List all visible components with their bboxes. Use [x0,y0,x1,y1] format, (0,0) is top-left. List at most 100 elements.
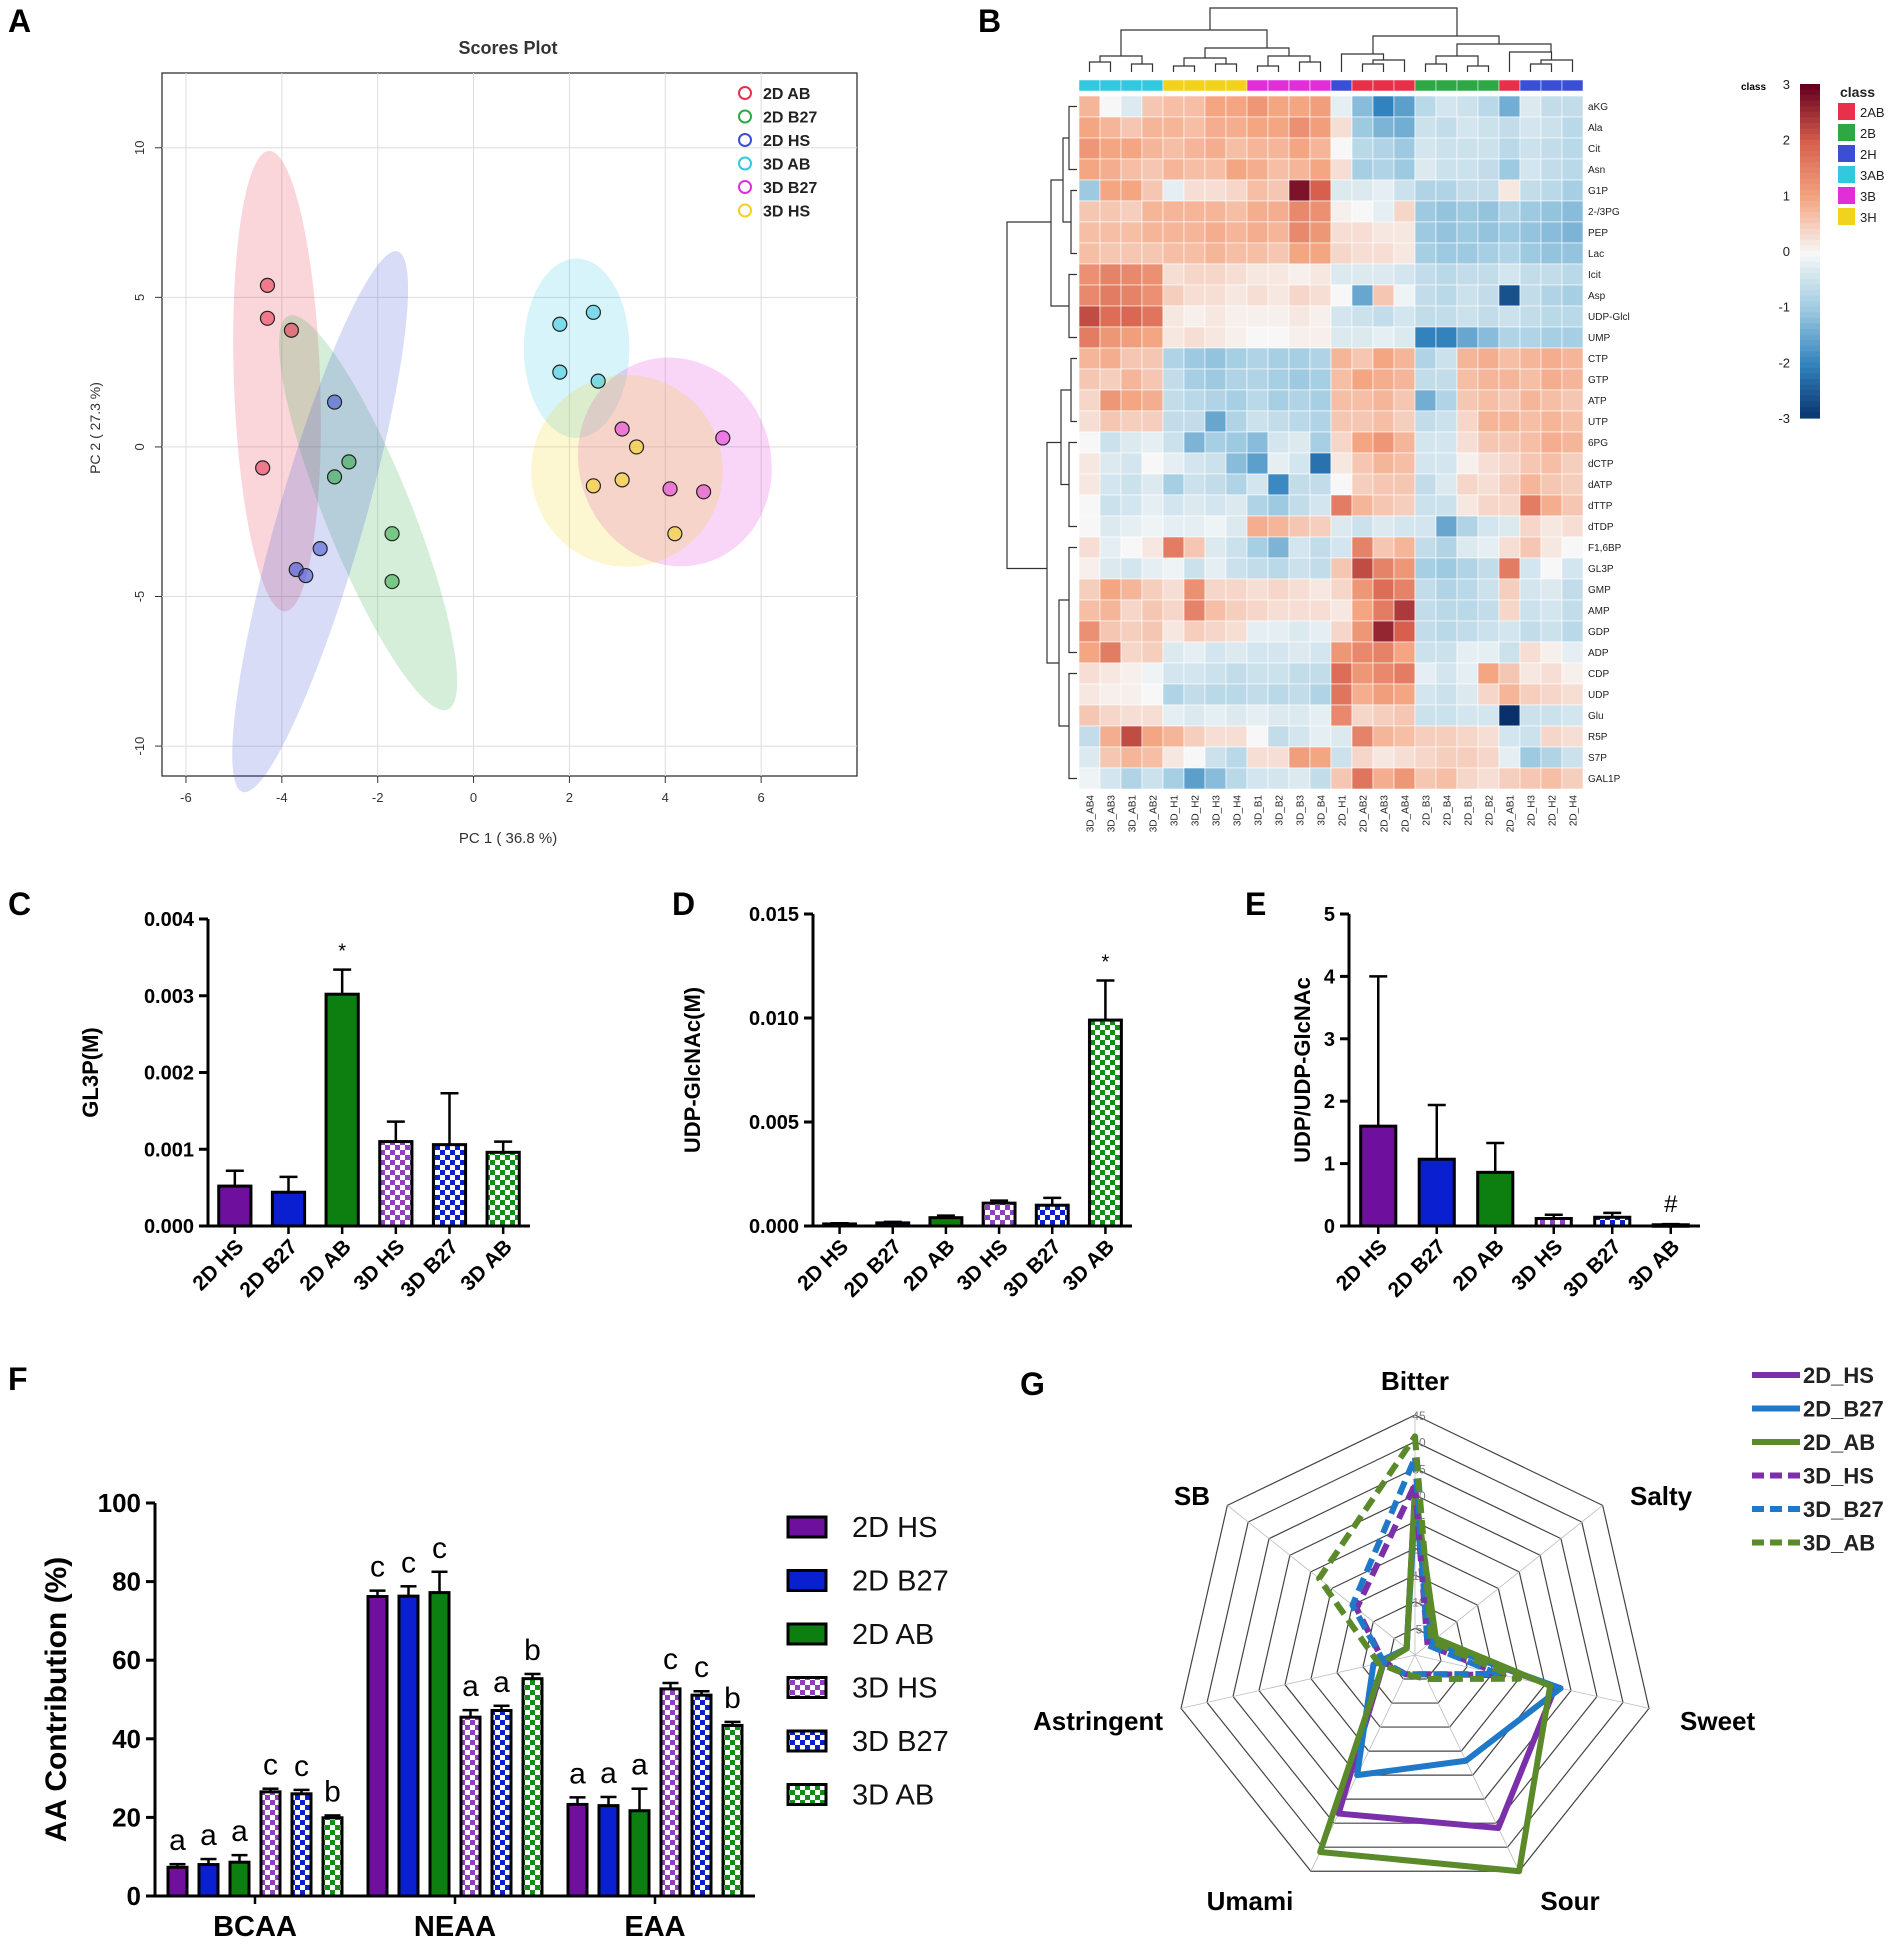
radar-ring-label: 45 [1412,1409,1426,1423]
color-scale-step [1800,278,1820,285]
heatmap-cell [1393,725,1416,748]
x-tick-label: 4 [662,790,669,805]
heatmap-cell [1099,452,1122,475]
heatmap-cell [1267,767,1290,790]
color-scale-step [1800,406,1820,414]
heatmap-cell [1393,494,1416,517]
heatmap-cell [1246,137,1269,160]
heatmap-cell [1078,137,1101,160]
heatmap-cell [1288,347,1311,370]
heatmap-cell [1393,431,1416,454]
class-legend-swatch [1838,208,1855,225]
heatmap-cell [1351,305,1374,328]
heatmap-cell [1393,221,1416,244]
heatmap-cell [1204,557,1227,580]
color-scale-tick: -3 [1778,411,1790,426]
radar-legend-label: 3D_HS [1803,1464,1874,1489]
heatmap-cell [1561,116,1584,139]
heatmap-cell [1246,368,1269,391]
heatmap-cell [1246,200,1269,223]
column-dendrogram-branch [1466,65,1490,72]
heatmap-cell [1393,179,1416,202]
bar [822,1222,858,1228]
heatmap-cell [1267,284,1290,307]
heatmap-cell [1309,767,1332,790]
heatmap-cell [1372,284,1395,307]
heatmap-cell [1498,767,1521,790]
bar [166,1865,189,1898]
heatmap-cell [1204,305,1227,328]
class-bar-cell [1330,79,1353,92]
x-tick-label: 2D B27 [235,1235,302,1302]
heatmap-cell [1099,515,1122,538]
heatmap-cell [1120,263,1143,286]
heatmap-cell [1288,221,1311,244]
y-tick-label: 1 [1324,1154,1335,1176]
heatmap-cell [1372,620,1395,643]
heatmap-cell [1225,368,1248,391]
heatmap-cell [1414,347,1437,370]
heatmap-cell [1519,137,1542,160]
heatmap-cell [1456,746,1479,769]
heatmap-cell [1414,746,1437,769]
heatmap-cell [1099,578,1122,601]
significance-mark: # [1664,1191,1678,1218]
heatmap-cell [1477,347,1500,370]
color-scale-step [1800,267,1820,274]
heatmap-cell [1393,515,1416,538]
heatmap-cell [1162,599,1185,622]
class-bar-cell [1372,79,1395,92]
heatmap-cell [1498,578,1521,601]
heatmap-cell [1330,347,1353,370]
heatmap-cell [1498,746,1521,769]
heatmap-cell [1414,326,1437,349]
heatmap-cell [1120,221,1143,244]
heatmap-cell [1288,263,1311,286]
y-axis-title: UDP/UDP-GlcNAc [1290,977,1315,1163]
heatmap-cell [1561,221,1584,244]
heatmap-cell [1351,368,1374,391]
heatmap-cell [1477,158,1500,181]
significance-letter: a [169,1824,186,1857]
heatmap-cell [1435,662,1458,685]
heatmap-cell [1267,599,1290,622]
column-dendrogram-branch [1088,61,1112,72]
heatmap-cell [1393,641,1416,664]
heatmap-cell [1204,242,1227,265]
significance-letter: c [263,1749,278,1782]
heatmap-cell [1141,368,1164,391]
heatmap-cell [1351,494,1374,517]
heatmap-cell [1540,284,1563,307]
heatmap-cell [1288,95,1311,118]
heatmap-cell [1351,578,1374,601]
heatmap-cell [1372,641,1395,664]
heatmap-cell [1414,683,1437,706]
column-dendrogram-branch [1298,61,1322,72]
heatmap-cell [1162,305,1185,328]
column-dendrogram-branch [1204,47,1290,58]
heatmap-row-label: GMP [1588,585,1611,596]
heatmap-cell [1183,116,1206,139]
heatmap-cell [1540,536,1563,559]
row-dendrogram-branch [1058,599,1069,727]
heatmap-cell [1078,725,1101,748]
heatmap-cell [1519,431,1542,454]
heatmap-cell [1099,767,1122,790]
heatmap-cell [1288,557,1311,580]
heatmap-cell [1456,305,1479,328]
heatmap-cell [1519,95,1542,118]
class-bar-cell [1141,79,1164,92]
legend-label: 3D AB [763,157,810,174]
heatmap-cell [1246,641,1269,664]
heatmap-cell [1372,137,1395,160]
heatmap-cell [1183,536,1206,559]
heatmap-cell [1099,410,1122,433]
score-point [667,526,683,542]
heatmap-cell [1267,452,1290,475]
legend-swatch [786,1622,828,1646]
heatmap-cell [1393,263,1416,286]
heatmap-cell [1141,683,1164,706]
heatmap-cell [1120,683,1143,706]
